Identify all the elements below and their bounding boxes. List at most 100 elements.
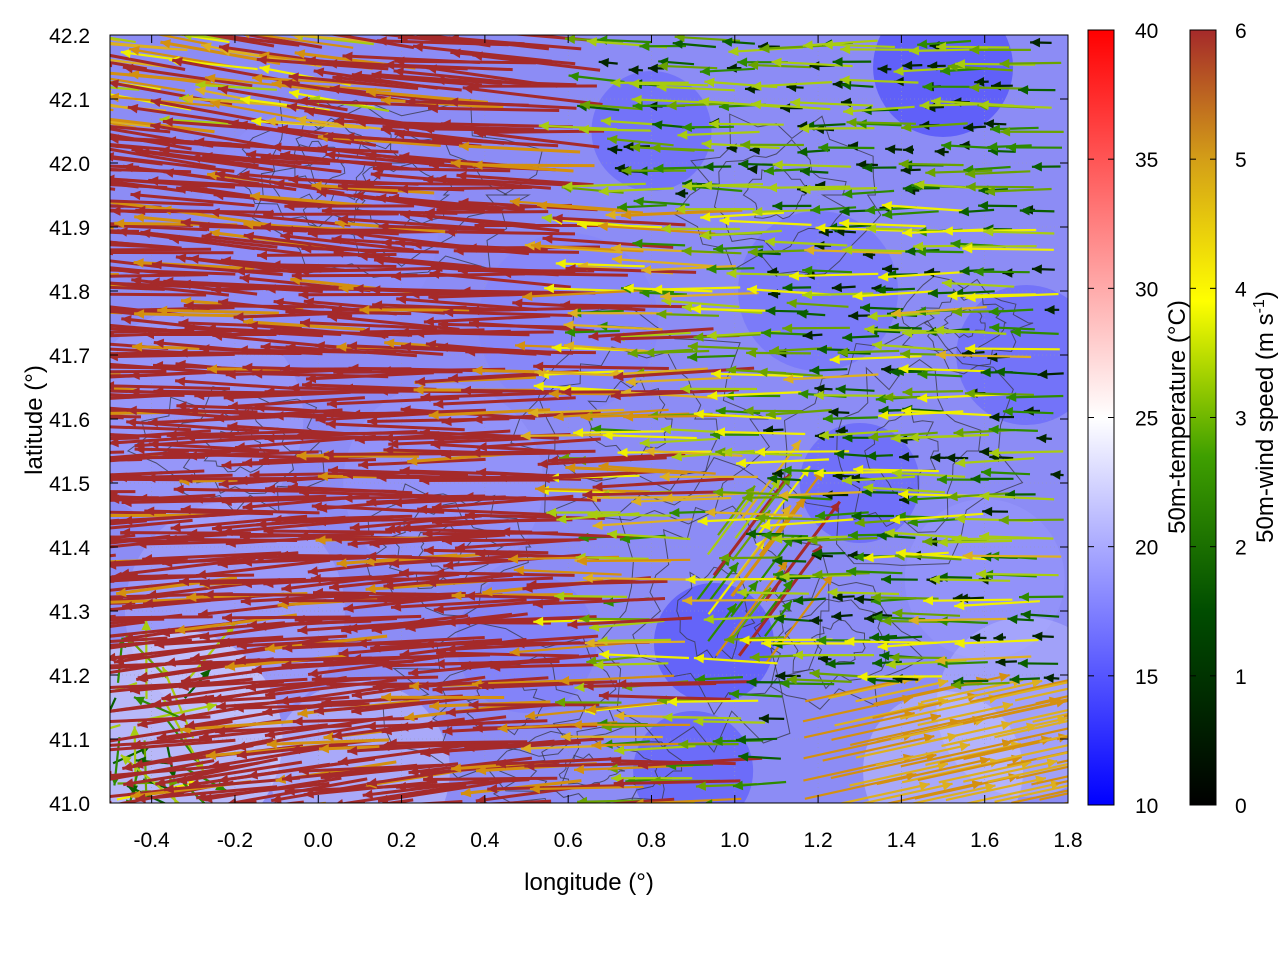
wind-vector-head (243, 219, 254, 230)
wind-vector-head (736, 735, 746, 745)
wind-vector-head (199, 732, 210, 742)
wind-vector (782, 326, 850, 330)
wind-vector (143, 740, 148, 801)
wind-vector-head (426, 64, 437, 74)
wind-vector-head (740, 140, 751, 150)
terrain-contour (742, 168, 810, 220)
wind-vector-head (338, 214, 349, 225)
wind-vector-head (170, 522, 181, 533)
wind-vector-head (110, 473, 113, 483)
wind-vector-head (133, 759, 144, 769)
wind-vector-head (995, 657, 1006, 667)
wind-vector-head (317, 144, 328, 154)
wind-vector-head (242, 501, 253, 512)
wind-vector (454, 536, 597, 550)
wind-vector-head (681, 122, 692, 133)
wind-vector (110, 273, 119, 277)
wind-vector-head (426, 577, 437, 588)
wind-vector-head (233, 312, 244, 322)
wind-vector-head (908, 432, 919, 443)
wind-vector-head (120, 755, 132, 765)
wind-vector-head (72, 195, 82, 205)
wind-vector-head (885, 144, 896, 155)
wind-vector-head (802, 40, 813, 50)
wind-vector (656, 312, 720, 317)
wind-vector-head (748, 581, 758, 592)
wind-vector-head (443, 307, 454, 318)
wind-vector-head (129, 70, 140, 80)
wind-vector (536, 203, 644, 214)
wind-vector-head (712, 736, 723, 746)
wind-vector (837, 349, 900, 354)
wind-vector-head (301, 429, 312, 439)
wind-vector (122, 65, 253, 88)
wind-vector (110, 370, 167, 374)
wind-vector (923, 598, 1013, 602)
wind-vector (707, 491, 756, 556)
wind-vector-head (937, 761, 948, 771)
wind-vector (989, 450, 1064, 455)
wind-vector-head (336, 342, 347, 352)
wind-vector-head (667, 697, 677, 707)
wind-vector (999, 61, 1062, 65)
wind-vector-head (746, 529, 756, 539)
wind-vector-head (314, 341, 325, 351)
wind-vector-head (954, 600, 965, 611)
wind-vector (526, 579, 668, 587)
wind-vector-head (338, 648, 349, 658)
wind-vector-head (644, 446, 655, 457)
wind-vector-head (150, 122, 161, 132)
wind-vector-head (656, 309, 667, 319)
wind-vector-head (751, 99, 762, 110)
wind-vector-head (979, 756, 991, 766)
wind-vector-head (602, 430, 613, 441)
wind-vector (419, 430, 559, 440)
wind-vector-head (33, 225, 43, 235)
wind-vector-head (561, 387, 572, 397)
wind-vector (110, 282, 146, 291)
wind-vector-head (404, 712, 415, 722)
wind-vector-head (33, 199, 43, 209)
wind-vector (908, 433, 989, 439)
wind-vector (91, 807, 228, 822)
wind-vector (1035, 695, 1068, 705)
wind-vector-head (1, 586, 12, 596)
wind-vector-head (371, 624, 382, 635)
wind-vector-head (55, 624, 65, 634)
wind-vector (327, 314, 460, 331)
wind-vector (735, 458, 830, 465)
wind-vector (110, 36, 136, 44)
wind-vector-head (299, 487, 310, 498)
wind-vector-head (311, 181, 322, 191)
wind-vector-head (577, 796, 588, 803)
wind-vector-head (598, 186, 609, 196)
wind-vector (135, 785, 278, 801)
wind-vector-head (867, 311, 878, 321)
wind-vector-head (0, 601, 8, 611)
wind-vector-head (983, 119, 994, 129)
wind-vector-head (338, 283, 349, 294)
wind-vector-head (1007, 614, 1018, 625)
wind-vector-head (736, 587, 747, 598)
wind-vector-head (384, 338, 395, 348)
y-tick-label: 41.1 (49, 729, 90, 752)
wind-vector-head (835, 426, 846, 436)
wind-vector-head (110, 351, 118, 362)
wind-vector-head (282, 79, 293, 89)
wind-vector (269, 802, 277, 803)
wind-vector-head (37, 506, 47, 516)
y-tick-label: 41.0 (49, 793, 90, 816)
wind-vector-head (970, 474, 981, 484)
wind-vector (110, 122, 137, 130)
wind-vector (315, 516, 457, 524)
wind-vector (464, 634, 599, 647)
wind-vector-head (883, 392, 894, 402)
wind-vector-head (383, 445, 394, 455)
wind-vector-head (359, 327, 370, 337)
wind-vector-head (342, 493, 353, 503)
wind-vector (719, 219, 812, 226)
wind-vector-head (839, 75, 850, 85)
wind-vector-head (914, 180, 925, 190)
wind-vector-head (382, 661, 393, 671)
